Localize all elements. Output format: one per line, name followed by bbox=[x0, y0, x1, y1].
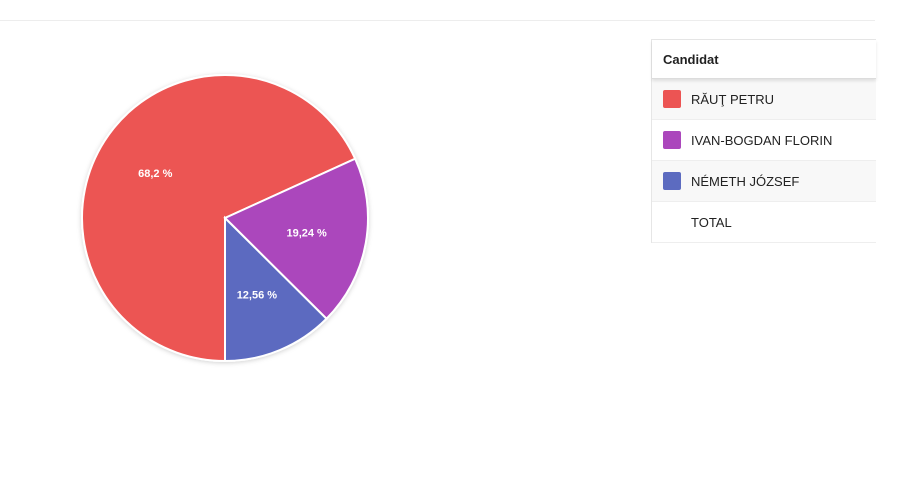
pie-slice-nemeth-jozsef[interactable] bbox=[224, 215, 328, 363]
legend-swatch bbox=[663, 90, 681, 108]
legend-row-nemeth-jozsef[interactable]: NÉMETH JÓZSEF bbox=[652, 161, 876, 202]
legend-row-total: TOTAL bbox=[652, 202, 876, 243]
pie-chart: 68,2 % 19,24 % 12,56 % bbox=[81, 74, 369, 363]
slice-label-ivan-bogdan-florin: 19,24 % bbox=[286, 228, 327, 240]
legend-row-raut-petru[interactable]: RĂUŢ PETRU bbox=[652, 79, 876, 120]
legend-label: NÉMETH JÓZSEF bbox=[691, 173, 800, 189]
legend-label: RĂUŢ PETRU bbox=[691, 91, 775, 107]
pie-chart-area: 68,2 % 19,24 % 12,56 % bbox=[0, 21, 640, 497]
legend-header: Candidat bbox=[652, 40, 876, 79]
slice-label-raut-petru: 68,2 % bbox=[138, 168, 172, 180]
legend-label: IVAN-BOGDAN FLORIN bbox=[691, 132, 833, 148]
legend-total-label: TOTAL bbox=[691, 214, 732, 230]
top-divider bbox=[0, 20, 875, 21]
pie-slice-ivan-bogdan-florin[interactable] bbox=[223, 157, 369, 321]
candidate-legend-table: Candidat RĂUŢ PETRU IVAN-BOGDAN FLORIN N… bbox=[651, 39, 876, 243]
legend-row-ivan-bogdan-florin[interactable]: IVAN-BOGDAN FLORIN bbox=[652, 120, 876, 161]
pie-slice-raut-petru[interactable] bbox=[81, 74, 357, 363]
slice-label-nemeth-jozsef: 12,56 % bbox=[237, 290, 278, 302]
legend-swatch-empty bbox=[663, 213, 681, 231]
legend-swatch bbox=[663, 172, 681, 190]
legend-swatch bbox=[663, 131, 681, 149]
